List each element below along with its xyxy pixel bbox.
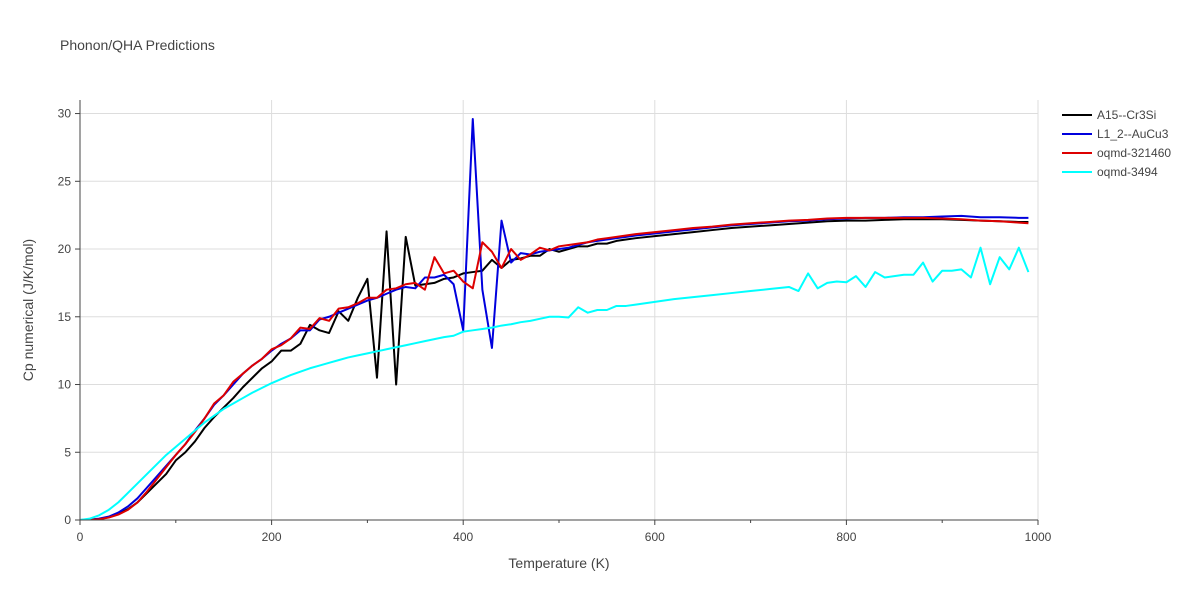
legend-item[interactable]: oqmd-321460	[1062, 146, 1171, 160]
y-axis-ticks: 0 5 10 15 20 25 30	[58, 107, 80, 527]
legend-label: oqmd-321460	[1097, 146, 1171, 160]
x-tick-label: 200	[262, 530, 282, 544]
axes	[79, 100, 1038, 521]
legend-label: L1_2--AuCu3	[1097, 127, 1169, 141]
legend-item[interactable]: A15--Cr3Si	[1062, 108, 1156, 122]
x-tick-label: 0	[77, 530, 84, 544]
series-line-a15-cr3si[interactable]	[80, 218, 1029, 520]
y-tick-label: 30	[58, 107, 72, 121]
y-tick-label: 25	[58, 174, 72, 188]
x-tick-label: 1000	[1025, 530, 1052, 544]
series-line-oqmd-321460[interactable]	[80, 216, 1029, 520]
y-tick-label: 15	[58, 310, 72, 324]
x-tick-label: 600	[645, 530, 665, 544]
y-tick-label: 5	[64, 445, 71, 459]
legend-label: A15--Cr3Si	[1097, 108, 1156, 122]
legend-item[interactable]: L1_2--AuCu3	[1062, 127, 1169, 141]
y-tick-label: 20	[58, 242, 72, 256]
series-line-l1-2-aucu3[interactable]	[80, 117, 1029, 520]
legend[interactable]: A15--Cr3Si L1_2--AuCu3 oqmd-321460 oqmd-349…	[1062, 108, 1171, 179]
series-line-oqmd-3494[interactable]	[80, 246, 1030, 520]
plot-area[interactable]	[80, 117, 1030, 520]
chart-title: Phonon/QHA Predictions	[60, 37, 215, 53]
y-axis-title: Cp numerical (J/K/mol)	[20, 239, 36, 381]
y-tick-label: 0	[64, 513, 71, 527]
x-axis-title: Temperature (K)	[508, 555, 609, 571]
grid	[80, 100, 1039, 520]
x-axis-ticks: 0 200 400 600 800 1000	[77, 520, 1052, 544]
legend-item[interactable]: oqmd-3494	[1062, 165, 1158, 179]
y-tick-label: 10	[58, 378, 72, 392]
x-tick-label: 800	[836, 530, 856, 544]
legend-label: oqmd-3494	[1097, 165, 1158, 179]
x-tick-label: 400	[453, 530, 473, 544]
